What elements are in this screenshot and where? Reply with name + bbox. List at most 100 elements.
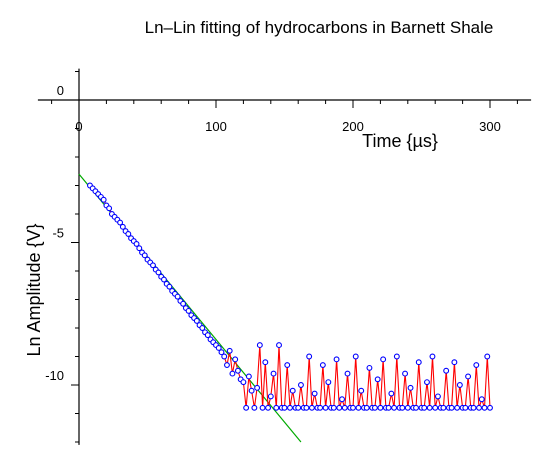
data-point: [380, 356, 387, 363]
data-point: [443, 367, 450, 374]
data-point: [229, 370, 236, 377]
data-point: [448, 404, 455, 411]
data-point: [199, 325, 206, 331]
data-point: [218, 349, 225, 356]
data-point: [125, 231, 132, 237]
data-point: [402, 370, 409, 377]
data-point: [248, 387, 255, 394]
x-tick-label: 200: [342, 119, 364, 134]
data-point: [470, 404, 477, 411]
data-point: [344, 370, 351, 377]
data-point: [193, 317, 200, 324]
data-point: [287, 404, 293, 411]
x-tick-label: 100: [205, 119, 227, 134]
data-point: [473, 362, 480, 368]
y-tick-label: -10: [45, 368, 64, 383]
chart-title: Ln–Lin fitting of hydrocarbons in Barnet…: [145, 18, 494, 37]
y-axis-label: Ln Amplitude {V}: [24, 223, 44, 356]
data-point: [454, 404, 461, 411]
data-point: [306, 353, 313, 360]
data-point: [295, 404, 302, 411]
data-point: [336, 404, 343, 411]
data-point: [297, 382, 304, 388]
data-point: [166, 283, 173, 290]
y-tick-label: 0: [57, 83, 64, 98]
data-point: [407, 384, 414, 391]
data-point: [319, 362, 326, 368]
data-markers: [87, 182, 493, 411]
data-series: [89, 185, 491, 409]
data-point: [221, 353, 228, 360]
data-point: [363, 404, 370, 411]
series-line: [89, 185, 491, 409]
data-point: [333, 356, 340, 363]
x-tick-label: 0: [75, 119, 82, 134]
data-point: [243, 404, 250, 411]
data-point: [303, 404, 310, 411]
data-point: [484, 353, 491, 360]
data-point: [481, 404, 488, 411]
data-point: [415, 359, 422, 366]
data-point: [404, 404, 411, 411]
data-point: [371, 404, 378, 411]
data-point: [358, 387, 365, 394]
data-point: [308, 404, 315, 411]
data-point: [284, 362, 291, 368]
data-point: [341, 404, 348, 411]
data-point: [440, 404, 447, 411]
data-point: [273, 404, 280, 411]
data-point: [434, 393, 441, 400]
data-point: [325, 379, 332, 386]
data-point: [432, 404, 439, 411]
data-point: [256, 342, 263, 349]
axes: [37, 68, 532, 445]
data-point: [106, 205, 113, 212]
data-point: [262, 359, 269, 366]
data-point: [289, 387, 296, 394]
data-point: [234, 367, 241, 374]
data-point: [322, 404, 329, 411]
data-point: [226, 347, 233, 354]
data-point: [119, 223, 126, 230]
data-point: [224, 362, 230, 368]
data-point: [385, 404, 392, 411]
data-point: [476, 404, 482, 411]
data-point: [413, 404, 419, 411]
data-point: [462, 404, 469, 411]
data-point: [251, 404, 258, 411]
data-point: [421, 404, 428, 411]
data-point: [429, 353, 436, 360]
data-point: [215, 345, 222, 351]
data-point: [232, 356, 239, 363]
tick-labels: 0 100 200 300 0 -5 -10: [45, 83, 501, 383]
data-point: [155, 269, 162, 276]
data-point: [426, 404, 433, 411]
data-point: [276, 342, 282, 349]
data-point: [391, 404, 398, 411]
data-point: [150, 262, 156, 269]
data-point: [393, 353, 400, 360]
data-point: [399, 404, 406, 411]
data-point: [185, 307, 192, 314]
data-point: [240, 379, 247, 386]
data-point: [456, 382, 463, 388]
data-point: [330, 404, 337, 411]
data-point: [355, 404, 362, 411]
data-point: [487, 404, 493, 411]
data-point: [339, 396, 345, 403]
data-point: [254, 384, 261, 391]
y-tick-label: -5: [52, 226, 64, 241]
data-point: [317, 404, 324, 411]
data-point: [352, 353, 359, 360]
data-point: [388, 390, 395, 397]
data-point: [133, 240, 140, 247]
data-point: [160, 276, 167, 283]
data-point: [366, 364, 373, 371]
data-point: [451, 359, 458, 366]
data-point: [374, 376, 381, 383]
data-point: [180, 300, 187, 307]
x-tick-label: 300: [479, 119, 501, 134]
data-point: [424, 379, 430, 386]
data-point: [478, 396, 485, 403]
